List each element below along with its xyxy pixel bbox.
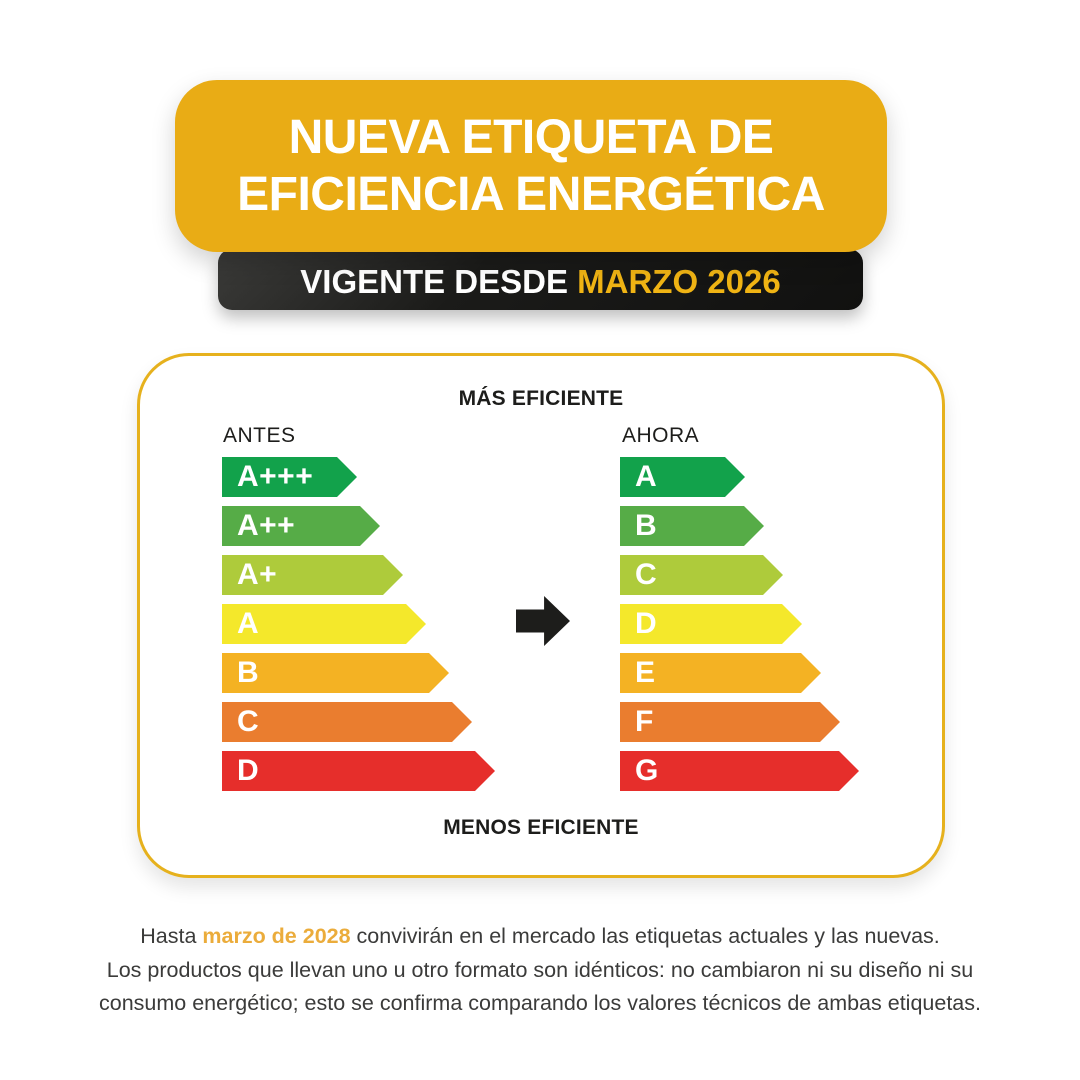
footnote-line1-prefix: Hasta: [140, 924, 203, 948]
energy-grade-label: C: [237, 705, 260, 738]
before-column-label: ANTES: [223, 424, 296, 447]
energy-bar-aplusplusplus: A+++: [222, 457, 357, 497]
energy-bar-b: B: [620, 506, 764, 546]
energy-grade-label: A: [237, 607, 260, 640]
energy-grade-label: E: [635, 656, 656, 689]
energy-grade-label: D: [237, 754, 260, 787]
footnote-line3: consumo energético; esto se confirma com…: [99, 991, 981, 1015]
energy-bar-aplusplus: A++: [222, 506, 380, 546]
energy-bar-a: A: [222, 604, 426, 644]
header-title-box: NUEVA ETIQUETA DE EFICIENCIA ENERGÉTICA: [175, 80, 887, 252]
validity-banner-date: MARZO 2026: [577, 262, 781, 300]
energy-grade-label: D: [635, 607, 658, 640]
energy-bar-c: C: [620, 555, 783, 595]
after-column-label: AHORA: [622, 424, 700, 447]
validity-banner-prefix: VIGENTE DESDE: [300, 262, 578, 300]
energy-grade-label: B: [237, 656, 260, 689]
header-title-line1: NUEVA ETIQUETA DE: [288, 111, 774, 164]
energy-grade-label: A++: [237, 509, 296, 542]
energy-grade-label: B: [635, 509, 658, 542]
energy-grade-label: F: [635, 705, 654, 738]
energy-grade-label: G: [635, 754, 659, 787]
energy-grade-label: A+: [237, 558, 278, 591]
footnote-line1-suffix: convivirán en el mercado las etiquetas a…: [350, 924, 940, 948]
energy-bar-f: F: [620, 702, 840, 742]
footnote-line2: Los productos que llevan uno u otro form…: [106, 957, 974, 982]
energy-bar-aplus: A+: [222, 555, 403, 595]
before-energy-scale: A+++ A++ A+ A B C D: [222, 457, 495, 800]
footnote-paragraph: Hasta marzo de 2028 convivirán en el mer…: [60, 920, 1020, 1021]
energy-bar-b: B: [222, 653, 449, 693]
energy-bar-e: E: [620, 653, 821, 693]
validity-banner: VIGENTE DESDE MARZO 2026: [218, 249, 863, 310]
header-title-line2: EFICIENCIA ENERGÉTICA: [237, 168, 825, 221]
less-efficient-label: MENOS EFICIENTE: [443, 816, 639, 839]
energy-bar-a: A: [620, 457, 745, 497]
energy-grade-label: C: [635, 558, 658, 591]
energy-bar-g: G: [620, 751, 859, 791]
more-efficient-label: MÁS EFICIENTE: [458, 387, 624, 410]
energy-bar-d: D: [620, 604, 802, 644]
energy-bar-c: C: [222, 702, 472, 742]
energy-grade-label: A+++: [237, 460, 314, 493]
footnote-date-highlight: marzo de 2028: [202, 924, 351, 948]
energy-bar-d: D: [222, 751, 495, 791]
energy-grade-label: A: [635, 460, 658, 493]
